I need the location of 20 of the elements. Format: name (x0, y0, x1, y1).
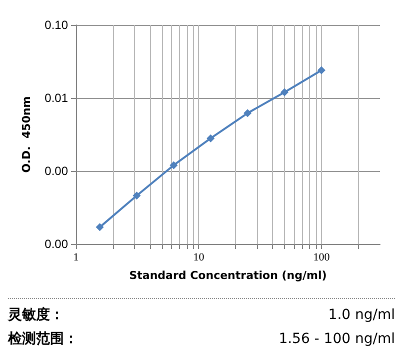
point (317, 66, 326, 74)
point (132, 192, 141, 200)
point (96, 223, 104, 232)
text: 1.56 - 100 ng/ml (278, 330, 395, 349)
x-axis-title: Standard Concentration (ng/ml) (129, 269, 327, 282)
x-tick-label: 10 (193, 252, 205, 264)
y-tick-label: 0.00 (44, 164, 68, 178)
y-tick-label: 0.01 (44, 91, 68, 105)
point (280, 88, 289, 96)
y-tick-label: 0.10 (44, 18, 68, 32)
y-axis-title: O.D. 450nm (20, 96, 33, 173)
point (206, 134, 215, 142)
point (244, 109, 252, 118)
y-tick-label: 0.00 (44, 237, 68, 251)
text: 1.0 ng/ml (328, 306, 395, 325)
text: 灵敏度： (8, 306, 64, 325)
x-tick-label: 1 (73, 252, 79, 264)
text: 检测范围： (8, 330, 78, 349)
point (170, 161, 178, 170)
x-tick-label: 100 (313, 252, 330, 264)
